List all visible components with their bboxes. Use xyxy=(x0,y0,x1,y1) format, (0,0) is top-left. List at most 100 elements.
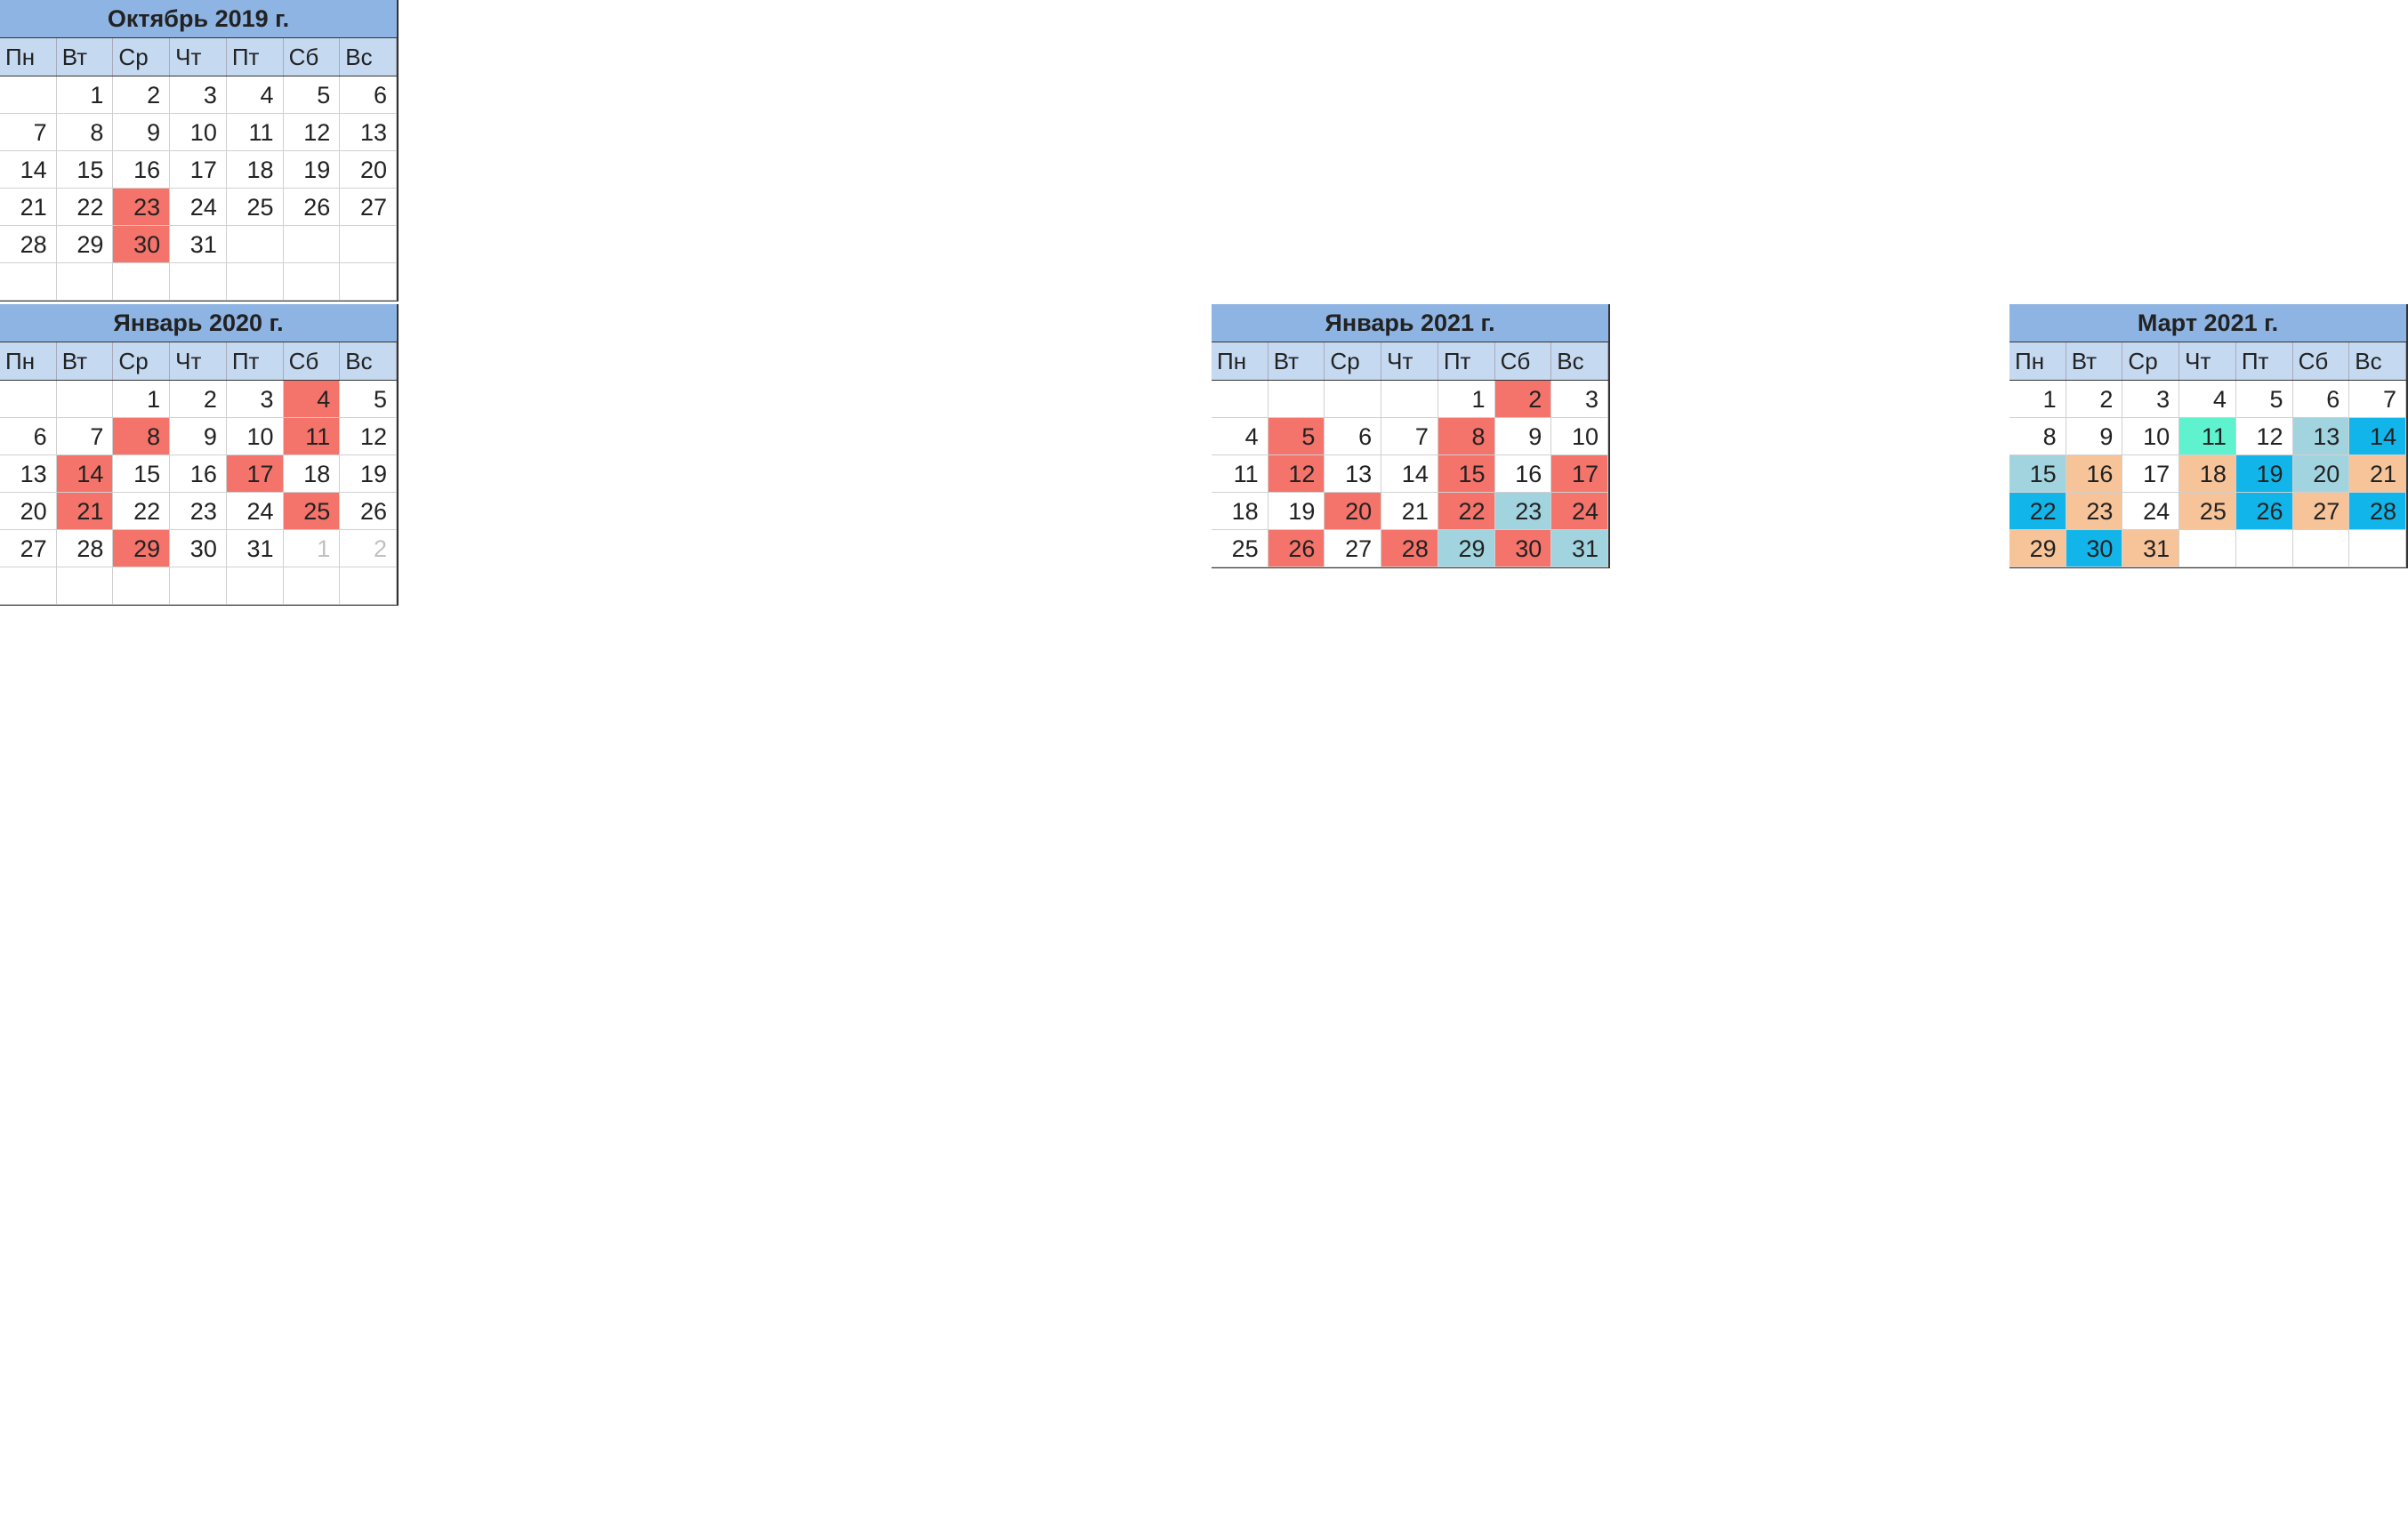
day-cell[interactable] xyxy=(113,567,171,605)
day-cell[interactable]: 1 xyxy=(113,381,171,418)
day-cell[interactable]: 16 xyxy=(170,455,227,493)
day-cell[interactable]: 5 xyxy=(2235,381,2293,418)
day-cell[interactable]: 2 xyxy=(113,76,171,114)
day-cell[interactable]: 6 xyxy=(0,418,57,455)
day-cell[interactable]: 10 xyxy=(226,418,284,455)
day-cell[interactable]: 24 xyxy=(170,189,227,226)
day-cell[interactable] xyxy=(56,381,114,418)
day-cell[interactable]: 3 xyxy=(170,76,227,114)
day-cell[interactable]: 15 xyxy=(1438,455,1495,493)
day-cell[interactable]: 19 xyxy=(2235,455,2293,493)
day-cell[interactable] xyxy=(56,263,114,301)
day-cell[interactable]: 15 xyxy=(113,455,171,493)
day-cell[interactable]: 8 xyxy=(56,114,114,151)
day-cell[interactable]: 5 xyxy=(340,381,397,418)
day-cell[interactable]: 25 xyxy=(2179,493,2236,530)
day-cell[interactable] xyxy=(2179,530,2236,567)
day-cell[interactable]: 29 xyxy=(2009,530,2066,567)
day-cell[interactable] xyxy=(340,567,397,605)
day-cell[interactable]: 21 xyxy=(0,189,57,226)
day-cell[interactable] xyxy=(1325,381,1382,418)
day-cell[interactable] xyxy=(283,567,341,605)
day-cell[interactable]: 22 xyxy=(113,493,171,530)
day-cell[interactable] xyxy=(0,567,57,605)
day-cell[interactable]: 18 xyxy=(226,151,284,189)
day-cell[interactable]: 23 xyxy=(113,189,171,226)
day-cell[interactable] xyxy=(2349,530,2406,567)
day-cell[interactable]: 10 xyxy=(2122,418,2180,455)
day-cell[interactable]: 12 xyxy=(340,418,397,455)
day-cell[interactable]: 28 xyxy=(1381,530,1438,567)
day-cell[interactable]: 30 xyxy=(113,226,171,263)
day-cell[interactable]: 12 xyxy=(1268,455,1325,493)
day-cell[interactable]: 17 xyxy=(170,151,227,189)
day-cell[interactable] xyxy=(1268,381,1325,418)
day-cell[interactable] xyxy=(113,263,171,301)
day-cell[interactable]: 25 xyxy=(226,189,284,226)
day-cell[interactable]: 13 xyxy=(340,114,397,151)
day-cell[interactable]: 9 xyxy=(1494,418,1552,455)
day-cell[interactable] xyxy=(226,226,284,263)
day-cell[interactable]: 26 xyxy=(340,493,397,530)
day-cell[interactable]: 31 xyxy=(1551,530,1608,567)
day-cell[interactable]: 7 xyxy=(56,418,114,455)
day-cell[interactable]: 23 xyxy=(170,493,227,530)
day-cell[interactable]: 4 xyxy=(283,381,341,418)
day-cell[interactable]: 1 xyxy=(283,530,341,567)
day-cell[interactable]: 28 xyxy=(56,530,114,567)
day-cell[interactable]: 18 xyxy=(283,455,341,493)
day-cell[interactable]: 15 xyxy=(56,151,114,189)
day-cell[interactable]: 27 xyxy=(1325,530,1382,567)
day-cell[interactable]: 19 xyxy=(283,151,341,189)
day-cell[interactable]: 24 xyxy=(226,493,284,530)
day-cell[interactable]: 31 xyxy=(170,226,227,263)
day-cell[interactable]: 6 xyxy=(340,76,397,114)
day-cell[interactable]: 14 xyxy=(1381,455,1438,493)
day-cell[interactable]: 17 xyxy=(226,455,284,493)
day-cell[interactable]: 14 xyxy=(0,151,57,189)
day-cell[interactable]: 11 xyxy=(1212,455,1268,493)
day-cell[interactable]: 19 xyxy=(340,455,397,493)
day-cell[interactable]: 22 xyxy=(56,189,114,226)
day-cell[interactable]: 13 xyxy=(0,455,57,493)
day-cell[interactable]: 14 xyxy=(56,455,114,493)
day-cell[interactable]: 6 xyxy=(1325,418,1382,455)
day-cell[interactable]: 7 xyxy=(1381,418,1438,455)
day-cell[interactable]: 31 xyxy=(2122,530,2180,567)
day-cell[interactable]: 29 xyxy=(56,226,114,263)
day-cell[interactable]: 27 xyxy=(0,530,57,567)
day-cell[interactable]: 26 xyxy=(1268,530,1325,567)
day-cell[interactable]: 5 xyxy=(1268,418,1325,455)
day-cell[interactable] xyxy=(0,76,57,114)
day-cell[interactable]: 18 xyxy=(1212,493,1268,530)
day-cell[interactable] xyxy=(2235,530,2293,567)
day-cell[interactable]: 23 xyxy=(2066,493,2123,530)
day-cell[interactable]: 6 xyxy=(2292,381,2350,418)
day-cell[interactable]: 9 xyxy=(2066,418,2123,455)
day-cell[interactable]: 21 xyxy=(1381,493,1438,530)
day-cell[interactable]: 19 xyxy=(1268,493,1325,530)
day-cell[interactable]: 16 xyxy=(1494,455,1552,493)
day-cell[interactable]: 22 xyxy=(2009,493,2066,530)
day-cell[interactable]: 3 xyxy=(1551,381,1608,418)
day-cell[interactable]: 14 xyxy=(2349,418,2406,455)
day-cell[interactable] xyxy=(56,567,114,605)
day-cell[interactable]: 1 xyxy=(2009,381,2066,418)
day-cell[interactable]: 21 xyxy=(2349,455,2406,493)
day-cell[interactable]: 17 xyxy=(1551,455,1608,493)
day-cell[interactable]: 12 xyxy=(283,114,341,151)
day-cell[interactable]: 30 xyxy=(2066,530,2123,567)
day-cell[interactable]: 25 xyxy=(1212,530,1268,567)
day-cell[interactable]: 29 xyxy=(1438,530,1495,567)
day-cell[interactable]: 16 xyxy=(113,151,171,189)
day-cell[interactable]: 28 xyxy=(0,226,57,263)
day-cell[interactable] xyxy=(0,381,57,418)
day-cell[interactable]: 10 xyxy=(170,114,227,151)
day-cell[interactable] xyxy=(226,263,284,301)
day-cell[interactable]: 20 xyxy=(340,151,397,189)
day-cell[interactable]: 13 xyxy=(2292,418,2350,455)
day-cell[interactable]: 8 xyxy=(2009,418,2066,455)
day-cell[interactable] xyxy=(0,263,57,301)
day-cell[interactable]: 16 xyxy=(2066,455,2123,493)
day-cell[interactable]: 12 xyxy=(2235,418,2293,455)
